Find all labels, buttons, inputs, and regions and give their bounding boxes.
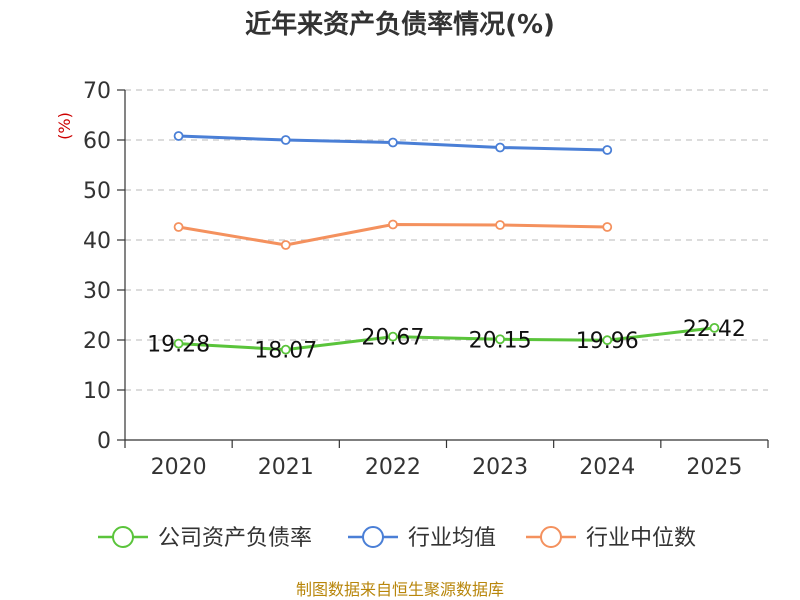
y-tick-label: 20 [83,329,111,354]
data-point [602,335,613,346]
y-tick-label: 40 [83,229,111,254]
data-point [602,145,613,155]
data-label: 20.15 [469,328,532,353]
data-point [173,131,184,141]
data-point [280,344,291,355]
gridlines [125,89,768,391]
y-axis-unit-label: (%) [55,112,74,140]
x-tick-label: 2022 [365,455,421,480]
x-tick-label: 2023 [472,455,528,480]
axes [124,90,768,441]
data-label: 19.96 [576,329,639,354]
data-point [495,334,505,345]
x-tick-label: 2025 [686,455,742,480]
y-axis-ticks: 0 10 20 30 40 50 60 70 [83,79,125,454]
y-tick-label: 0 [97,429,111,454]
legend-label: 行业中位数 [586,526,696,551]
y-tick-label: 50 [83,179,111,204]
data-point [173,222,184,232]
data-point [280,135,291,145]
data-point [495,220,505,230]
data-point [709,322,720,333]
y-tick-label: 70 [83,79,111,104]
x-tick-label: 2020 [151,455,207,480]
data-label: 18.07 [254,339,317,364]
data-point [388,331,398,342]
data-label: 19.28 [147,333,210,358]
data-point [388,219,398,230]
x-tick-label: 2024 [579,455,635,480]
series-lines [173,131,720,355]
legend: 公司资产负债率 行业均值 行业中位数 [98,526,696,551]
chart-title: 近年来资产负债率情况(%) [245,9,555,40]
y-tick-label: 10 [83,379,111,404]
legend-label: 公司资产负债率 [158,526,312,551]
legend-label: 行业均值 [408,526,496,551]
data-label: 20.67 [361,326,424,351]
data-point [388,137,398,148]
series-line-0 [178,326,715,352]
data-point [495,142,505,153]
x-axis-ticks: 2020 2021 2022 2023 2024 2025 [124,440,769,480]
data-label: 22.42 [683,317,746,342]
x-tick-label: 2021 [258,455,314,480]
y-tick-label: 60 [83,129,111,154]
data-point [280,240,291,250]
legend-marker [362,526,384,548]
data-point [173,338,184,349]
source-note: 制图数据来自恒生聚源数据库 [296,580,504,599]
data-labels: 19.28 18.07 20.67 20.15 19.96 22.42 [147,317,746,364]
legend-marker [112,526,134,548]
y-tick-label: 30 [83,279,111,304]
legend-marker [540,526,562,548]
data-point [602,222,613,232]
